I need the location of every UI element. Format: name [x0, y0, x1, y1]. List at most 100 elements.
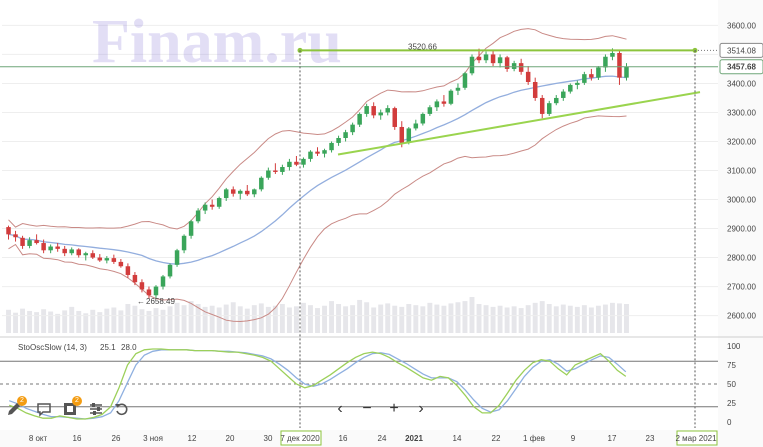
zoom-in-button[interactable]: +: [389, 400, 399, 417]
candle: [118, 261, 124, 267]
candle: [413, 123, 419, 129]
volume-bar: [62, 310, 68, 333]
candle: [104, 258, 110, 261]
candle: [216, 198, 222, 207]
candle: [336, 138, 341, 143]
volume-bar: [490, 306, 496, 333]
x-tick-label: 17: [608, 434, 617, 443]
volume-bar: [617, 303, 622, 333]
sliders-icon: [90, 403, 102, 415]
candle: [27, 240, 32, 246]
candle: [146, 289, 152, 296]
volume-bar: [6, 309, 11, 333]
y-tick-label: 2900.00: [727, 225, 756, 234]
y-tick-label: 3000.00: [727, 196, 756, 205]
volume-bar: [139, 309, 145, 333]
volume-bar: [97, 312, 103, 333]
candle: [392, 108, 397, 127]
x-tick-label: 3 ноя: [143, 434, 163, 443]
badge: 2: [72, 396, 82, 406]
candle: [315, 151, 320, 154]
pencil-tool-button[interactable]: [4, 398, 24, 420]
candle: [167, 264, 173, 277]
volume-bar: [272, 305, 278, 333]
settings-button[interactable]: [86, 398, 106, 420]
volume-bar: [343, 306, 349, 333]
scroll-left-button[interactable]: ‹: [337, 400, 343, 417]
y-tick-label: 3200.00: [727, 137, 756, 146]
candle: [55, 246, 60, 249]
candle: [497, 57, 503, 64]
volume-bar: [125, 304, 131, 333]
osc-tick-label: 0: [727, 418, 732, 427]
candle: [90, 253, 96, 258]
volume-bar: [104, 308, 110, 333]
volume-bar: [448, 303, 454, 333]
candle: [132, 274, 138, 283]
x-tick-label: 1 фев: [523, 434, 545, 443]
level-price-badge: [719, 42, 763, 58]
indicators-button[interactable]: [60, 398, 80, 420]
osc-tick-label: 75: [727, 361, 736, 370]
x-tick-label: 24: [378, 434, 387, 443]
volume-bar: [595, 305, 601, 333]
candle: [125, 266, 131, 275]
osc-d-value: 28.0: [121, 343, 137, 352]
y-tick-label: 3400.00: [727, 79, 756, 88]
osc-tick-label: 50: [727, 380, 736, 389]
price-axis: 3600.003500.003400.003300.003200.003100.…: [718, 0, 763, 447]
axis-background: [718, 0, 763, 447]
volume-bar: [322, 305, 327, 333]
volume-bar: [567, 305, 573, 333]
volume-bar: [300, 302, 306, 333]
candle: [41, 243, 46, 251]
volume-bar: [525, 305, 531, 333]
candle: [139, 282, 145, 290]
volume-bars: [6, 297, 629, 333]
candle: [357, 113, 362, 125]
candle: [252, 189, 257, 195]
level-price-label: 3514.08: [727, 46, 756, 55]
y-tick-label: 3600.00: [727, 21, 756, 30]
volume-bar: [279, 304, 285, 333]
candle: [596, 67, 601, 78]
volume-bar: [69, 306, 75, 333]
x-tick-label: 14: [453, 434, 462, 443]
candle: [364, 106, 369, 114]
volume-bar: [532, 302, 538, 333]
volume-bar: [20, 308, 26, 333]
osc-tick-label: 100: [727, 342, 741, 351]
candle: [308, 151, 313, 159]
volume-bar: [504, 307, 510, 333]
scroll-right-button[interactable]: ›: [418, 400, 424, 417]
volume-bar: [13, 312, 18, 333]
volume-bar: [48, 311, 54, 333]
volume-bar: [420, 306, 426, 333]
candle: [539, 97, 545, 114]
volume-bar: [518, 308, 524, 333]
candle: [350, 124, 355, 133]
candle: [202, 204, 208, 211]
volume-bar: [553, 306, 559, 333]
volume-bar: [364, 302, 370, 333]
candle: [13, 234, 18, 238]
osc-tick-label: 25: [727, 399, 736, 408]
volume-bar: [286, 307, 292, 333]
reset-button[interactable]: [112, 398, 132, 420]
volume-bar: [174, 302, 180, 333]
candle: [624, 66, 629, 78]
volume-bar: [160, 309, 166, 333]
volume-bar: [371, 307, 377, 333]
candle: [287, 161, 292, 168]
watermark: Finam.ru: [92, 8, 342, 76]
volume-bar: [609, 302, 615, 333]
annotation-tool-button[interactable]: [34, 398, 54, 420]
volume-bar: [41, 309, 47, 333]
volume-bar: [413, 305, 419, 333]
y-tick-label: 2800.00: [727, 254, 756, 263]
volume-bar: [118, 310, 124, 333]
undo-icon: [115, 403, 128, 416]
x-tick-label: 16: [73, 434, 82, 443]
zoom-out-button[interactable]: −: [362, 400, 372, 417]
